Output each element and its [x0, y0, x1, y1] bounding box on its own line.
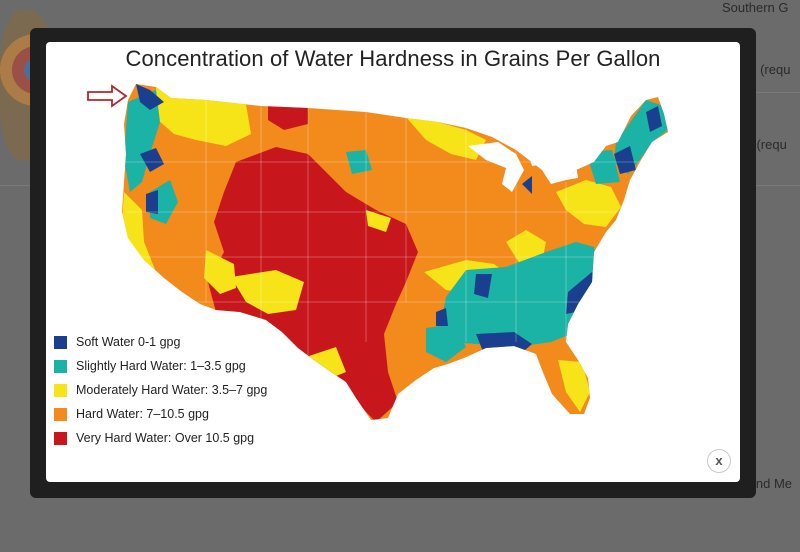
great-lakes	[468, 142, 524, 192]
legend-label: Moderately Hard Water: 3.5–7 gpg	[76, 383, 268, 397]
background-link-text: Southern G	[722, 0, 789, 15]
image-lightbox: Concentration of Water Hardness in Grain…	[46, 42, 740, 482]
arrow-right-icon	[87, 84, 128, 108]
legend-swatch	[54, 431, 67, 445]
legend-item: Moderately Hard Water: 3.5–7 gpg	[54, 378, 267, 402]
legend-swatch	[54, 335, 67, 349]
legend-item: Slightly Hard Water: 1–3.5 gpg	[54, 354, 267, 378]
background-divider	[740, 185, 800, 186]
very-hard-region	[208, 147, 418, 420]
legend-label: Very Hard Water: Over 10.5 gpg	[76, 431, 255, 445]
close-button[interactable]: x	[707, 449, 731, 473]
legend-item: Hard Water: 7–10.5 gpg	[54, 402, 267, 426]
soft-region	[136, 84, 164, 110]
legend-item: Very Hard Water: Over 10.5 gpg	[54, 426, 267, 450]
water-hardness-map	[87, 84, 668, 420]
legend-swatch	[54, 383, 67, 397]
legend-item: Soft Water 0-1 gpg	[54, 330, 267, 354]
slightly-hard-region	[124, 90, 160, 192]
legend-label: Slightly Hard Water: 1–3.5 gpg	[76, 359, 246, 373]
moderately-hard-region	[156, 87, 251, 146]
legend-label: Soft Water 0-1 gpg	[76, 335, 181, 349]
map-legend: Soft Water 0-1 gpg Slightly Hard Water: …	[54, 330, 267, 450]
background-divider	[740, 92, 800, 93]
legend-label: Hard Water: 7–10.5 gpg	[76, 407, 209, 421]
background-divider	[0, 185, 30, 186]
legend-swatch	[54, 407, 67, 421]
map-title: Concentration of Water Hardness in Grain…	[125, 46, 661, 71]
legend-swatch	[54, 359, 67, 373]
